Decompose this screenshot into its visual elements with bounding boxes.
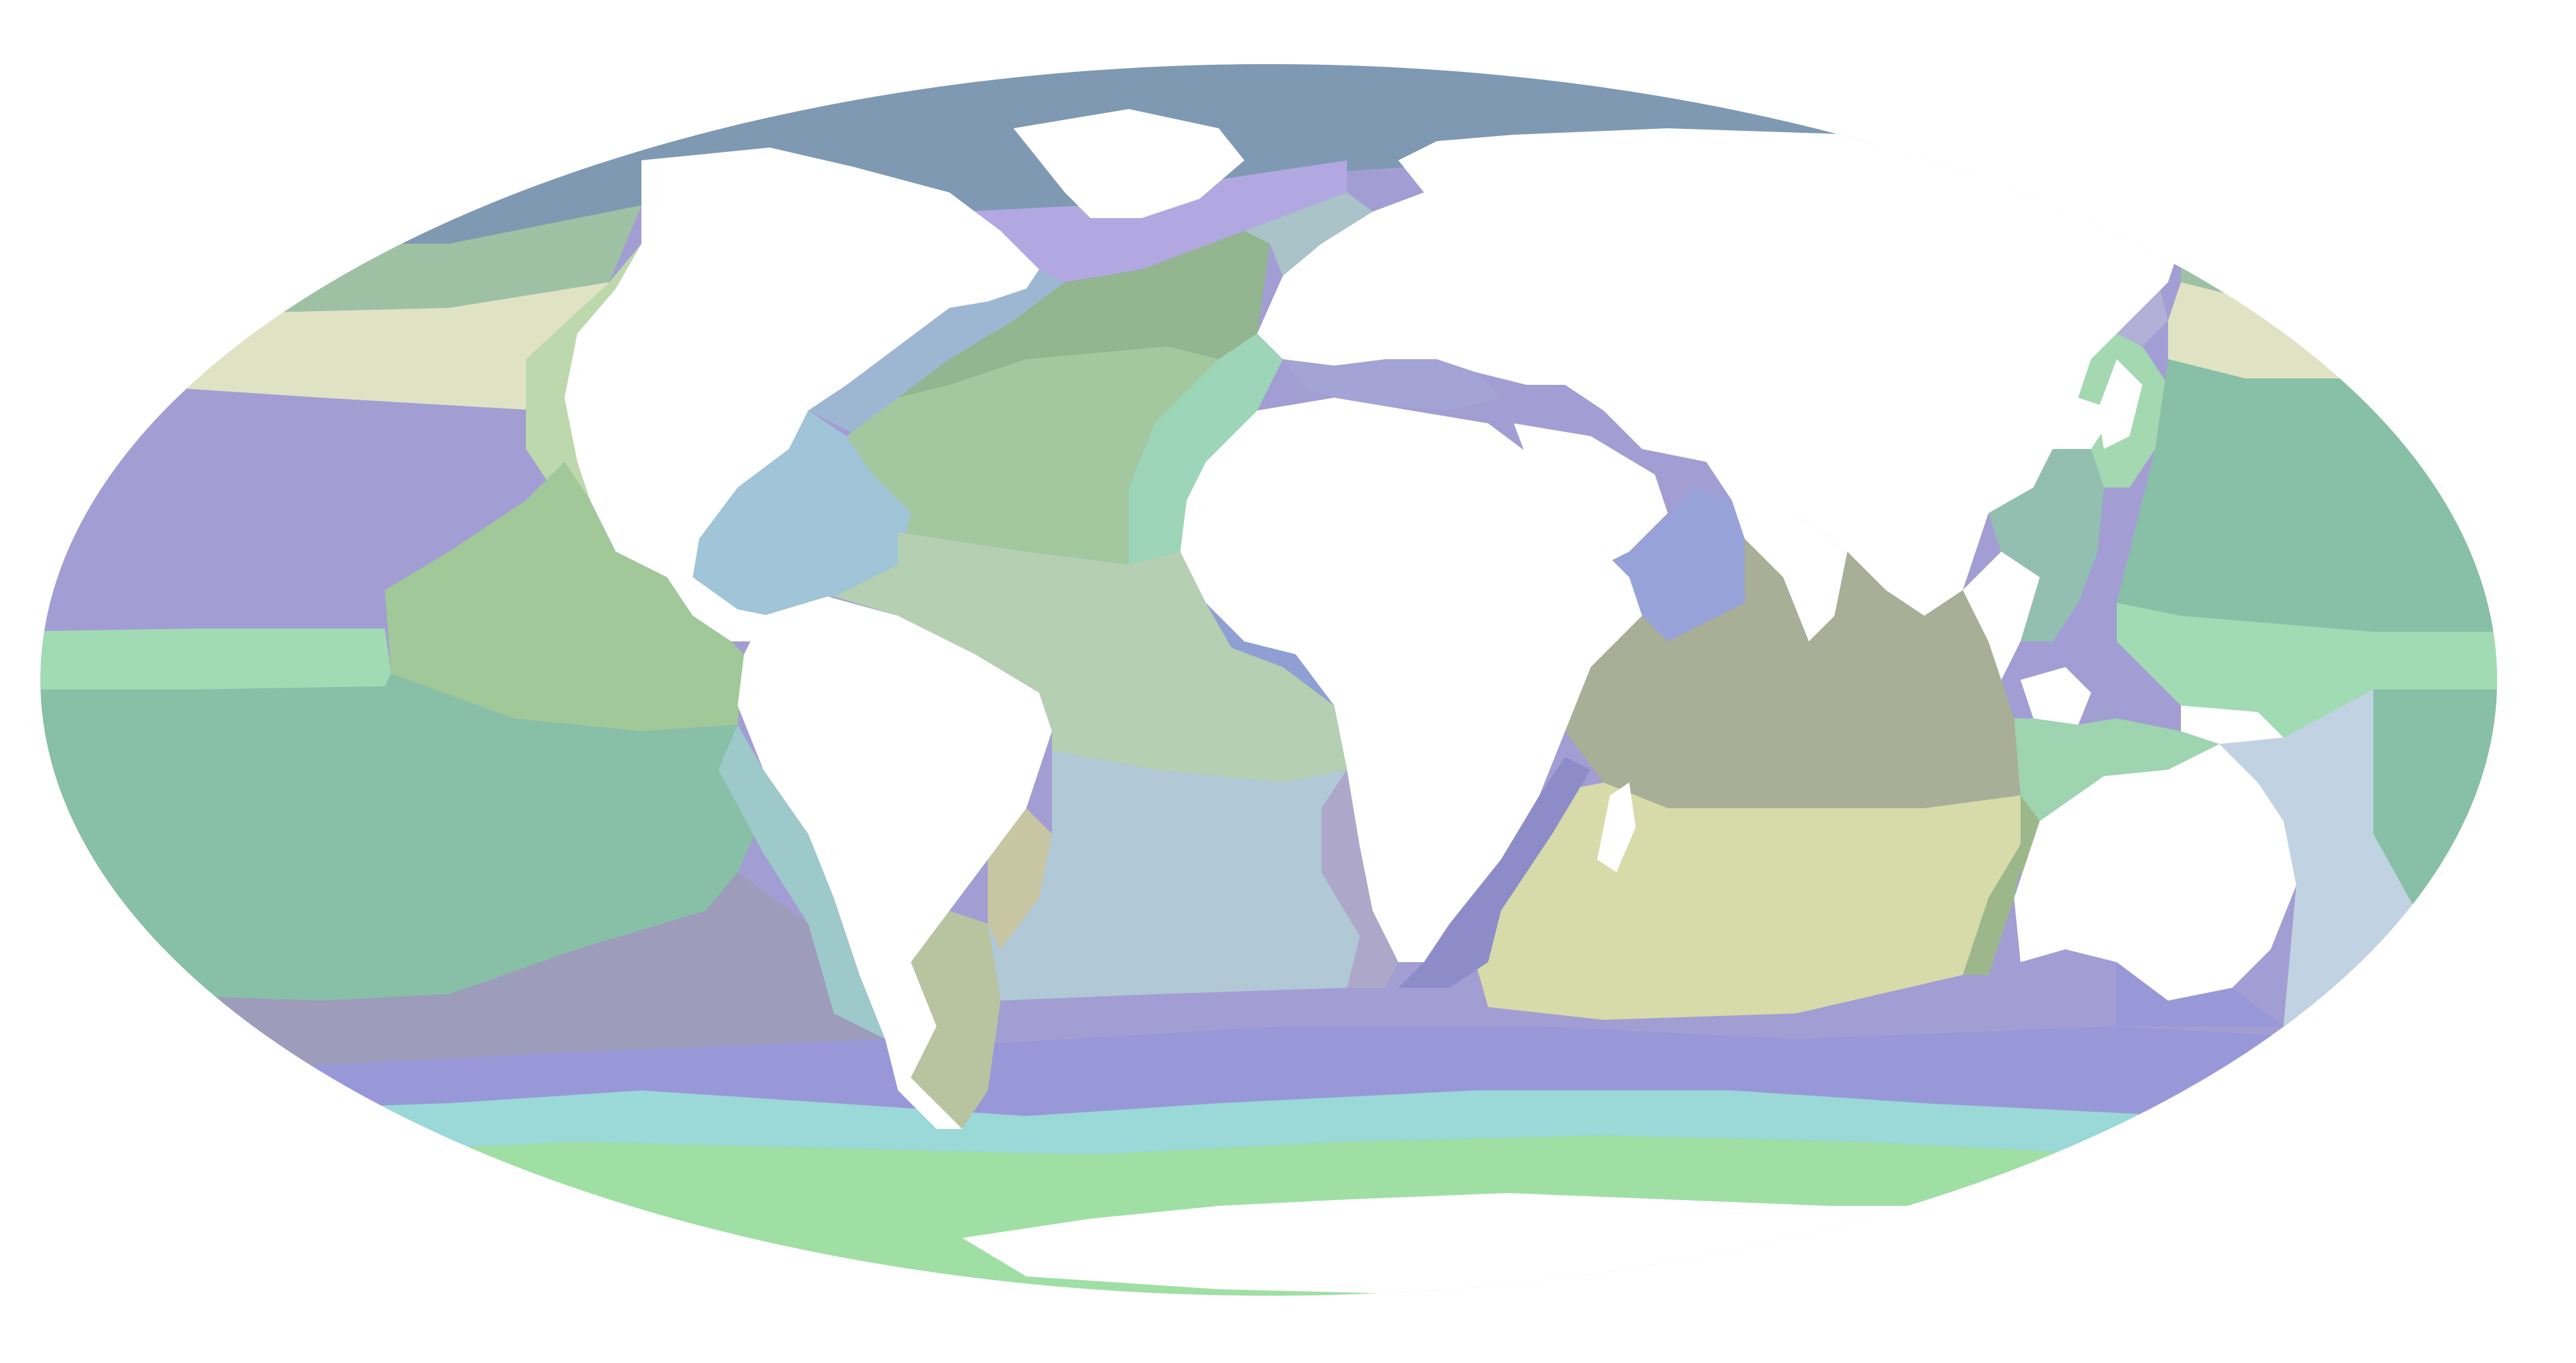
landmass-new-guinea <box>2181 706 2284 744</box>
ocean-region-western-pacific-warm-pool <box>2117 359 2497 632</box>
landmass-indochina <box>1963 552 2040 680</box>
land-layer <box>564 109 2373 1296</box>
ocean-region-south-pacific-subtropical <box>2373 690 2497 962</box>
ocean-region-north-pacific-transition-west <box>2168 282 2497 385</box>
ocean-region-humboldt-current <box>718 725 885 1039</box>
ocean-region-indonesian-throughflow <box>2014 718 2219 821</box>
ocean-region-mediterranean <box>1283 359 1501 411</box>
ocean-region-benguela-current <box>1321 770 1398 988</box>
landmass-africa <box>1180 398 1642 962</box>
ocean-region-north-atlantic-subpolar <box>962 160 1347 282</box>
ocean-region-canary-current <box>1129 334 1283 564</box>
landmass-antarctica <box>962 1193 2117 1296</box>
ocean-region-california-current <box>526 244 641 500</box>
ocean-region-guinea-current <box>1206 603 1334 706</box>
ocean-region-north-atlantic-tropical <box>834 532 1347 783</box>
landmass-australia <box>2014 744 2296 1001</box>
ocean-region-arabian-sea <box>1578 487 1783 641</box>
landmass-north-america <box>564 148 1039 641</box>
ocean-region-pacific-equatorial <box>40 629 391 690</box>
landmass-japan <box>2097 359 2142 449</box>
landmass-south-america <box>738 597 1052 1129</box>
ocean-region-south-pacific-subtropical <box>40 673 770 1001</box>
ocean-region-north-sea <box>1244 192 1373 276</box>
landmass-india <box>1732 500 1847 641</box>
ocean-region-leeuwin-current <box>1963 795 2046 975</box>
landmass-madagascar <box>1597 783 1636 872</box>
ocean-region-bay-of-bengal <box>1565 539 2021 808</box>
ocean-region-agulhas-current <box>1398 757 1591 988</box>
landmass-borneo <box>2021 667 2091 725</box>
landmass-greenland <box>1013 109 1244 218</box>
ocean-region-north-atlantic-subtropical <box>847 346 1219 564</box>
ocean-region-north-pacific-subtropical <box>40 385 564 632</box>
ocean-region-gulf-of-mexico-caribbean <box>667 411 911 616</box>
ocean-region-north-atlantic-drift <box>898 192 1347 398</box>
ocean-region-south-china-sea <box>1988 449 2104 641</box>
ocean-region-labrador-shelf <box>808 269 1065 436</box>
ocean-region-polar-front <box>40 1090 2497 1174</box>
ocean-region-pacific-equatorial <box>2117 603 2497 738</box>
landmass-arabia <box>1514 423 1668 577</box>
landmass-eurasia <box>1257 128 2181 616</box>
ocean-region-south-atlantic-subtropical <box>988 750 1398 1001</box>
ocean-region-brazil-current <box>988 808 1052 949</box>
ocean-region-patagonian-shelf <box>911 911 1001 1129</box>
ocean-region-subantarctic <box>40 1026 2497 1129</box>
ocean-region-eastern-tropical-pacific <box>385 462 744 731</box>
